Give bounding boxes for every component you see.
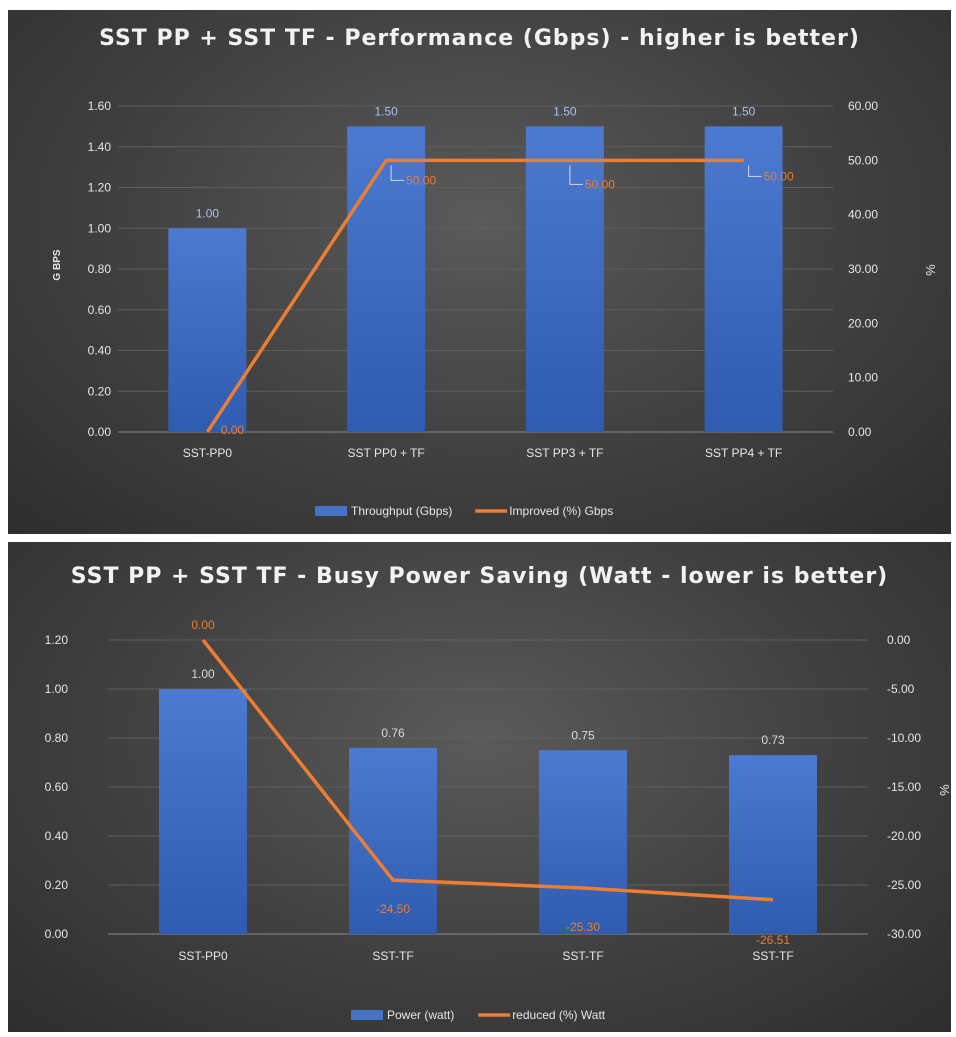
line-data-label: 0.00 bbox=[191, 618, 215, 632]
y-tick-label: 1.20 bbox=[45, 633, 69, 647]
x-tick-label: SST PP4 + TF bbox=[705, 446, 782, 460]
line-data-label: 50.00 bbox=[764, 169, 794, 183]
y2-tick-label: 10.00 bbox=[848, 371, 878, 385]
y2-tick-label: 50.00 bbox=[848, 153, 878, 167]
bar-data-label: 1.00 bbox=[196, 206, 220, 220]
legend-swatch-bar bbox=[351, 1010, 383, 1020]
legend-label: Power (watt) bbox=[387, 1008, 454, 1022]
y-tick-label: 0.00 bbox=[88, 425, 112, 439]
y2-tick-label: 40.00 bbox=[848, 208, 878, 222]
y-tick-label: 0.60 bbox=[88, 303, 112, 317]
performance-chart-svg: 0.00 0.20 0.40 0.60 0.80 1.00 1.20 1.40 1.60 0.00… bbox=[52, 99, 938, 518]
y2-tick-label: 60.00 bbox=[848, 99, 878, 113]
y-tick-label: 0.00 bbox=[45, 927, 69, 941]
chart-title: SST PP + SST TF - Performance (Gbps) - h… bbox=[99, 26, 860, 51]
y-tick-label: 1.20 bbox=[88, 181, 112, 195]
x-tick-label: SST PP3 + TF bbox=[526, 446, 603, 460]
bar bbox=[168, 228, 247, 432]
y-tick-label: 1.60 bbox=[88, 99, 112, 113]
y2-tick-label: 0.00 bbox=[848, 425, 872, 439]
bar bbox=[159, 689, 247, 934]
y-tick-label: 0.60 bbox=[45, 780, 69, 794]
y-tick-label: 0.80 bbox=[88, 262, 112, 276]
x-tick-label: SST-PP0 bbox=[183, 446, 233, 460]
bar-data-label: 1.50 bbox=[732, 104, 756, 118]
y2-axis-label: % bbox=[937, 784, 951, 796]
y2-tick-label: -15.00 bbox=[887, 780, 921, 794]
power-saving-chart-panel: SST PP + SST TF - Busy Power Saving (Wat… bbox=[8, 542, 951, 1032]
y-axis-label: G BPS bbox=[52, 249, 63, 280]
performance-chart-panel: SST PP + SST TF - Performance (Gbps) - h… bbox=[8, 10, 951, 534]
y2-tick-label: -30.00 bbox=[887, 927, 921, 941]
leader-line bbox=[748, 165, 762, 177]
x-tick-label: SST-TF bbox=[372, 949, 413, 963]
bar bbox=[729, 755, 817, 934]
power-saving-chart-svg: 0.00 0.20 0.40 0.60 0.80 1.00 1.20 -30.00 -25.00… bbox=[45, 618, 951, 1022]
line-data-label: 50.00 bbox=[585, 177, 615, 191]
y2-tick-label: 30.00 bbox=[848, 262, 878, 276]
line-data-label: -26.51 bbox=[756, 933, 790, 947]
bar-data-label: 0.75 bbox=[571, 728, 595, 742]
y-tick-label: 1.40 bbox=[88, 140, 112, 154]
y2-tick-label: -5.00 bbox=[887, 682, 915, 696]
bar-data-label: 1.50 bbox=[374, 104, 398, 118]
y-tick-label: 0.40 bbox=[88, 344, 112, 358]
y2-tick-label: -25.00 bbox=[887, 878, 921, 892]
leader-line bbox=[569, 165, 583, 185]
y-tick-label: 0.40 bbox=[45, 829, 69, 843]
bar-data-label: 1.50 bbox=[553, 104, 577, 118]
line-series bbox=[205, 158, 744, 433]
y-tick-label: 0.80 bbox=[45, 731, 69, 745]
bar-data-label: 1.00 bbox=[191, 667, 215, 681]
legend-label: Improved (%) Gbps bbox=[509, 504, 613, 518]
line-data-label: -25.30 bbox=[566, 920, 600, 934]
bar bbox=[525, 126, 604, 432]
x-tick-label: SST-TF bbox=[562, 949, 603, 963]
x-tick-label: SST PP0 + TF bbox=[347, 446, 424, 460]
y-tick-label: 0.20 bbox=[45, 878, 69, 892]
line-data-label: 50.00 bbox=[406, 173, 436, 187]
x-tick-label: SST-PP0 bbox=[178, 949, 228, 963]
leader-line bbox=[390, 165, 405, 181]
legend-label: Throughput (Gbps) bbox=[351, 504, 452, 518]
y2-axis-label: % bbox=[923, 264, 938, 276]
bar bbox=[704, 126, 783, 432]
y2-tick-label: 0.00 bbox=[887, 633, 911, 647]
line-data-label: 0.00 bbox=[221, 423, 245, 437]
y2-tick-label: 20.00 bbox=[848, 316, 878, 330]
y2-tick-label: -10.00 bbox=[887, 731, 921, 745]
y-tick-label: 1.00 bbox=[88, 221, 112, 235]
y-tick-label: 0.20 bbox=[88, 384, 112, 398]
line-data-label: -24.50 bbox=[376, 902, 410, 916]
bar-data-label: 0.73 bbox=[761, 733, 785, 747]
legend-swatch-bar bbox=[315, 506, 347, 516]
bar-data-label: 0.76 bbox=[381, 726, 405, 740]
y-tick-label: 1.00 bbox=[45, 682, 69, 696]
y2-tick-label: -20.00 bbox=[887, 829, 921, 843]
legend-label: reduced (%) Watt bbox=[512, 1008, 606, 1022]
line-series bbox=[201, 638, 774, 902]
x-tick-label: SST-TF bbox=[752, 949, 793, 963]
chart-title: SST PP + SST TF - Busy Power Saving (Wat… bbox=[70, 564, 889, 589]
bar bbox=[347, 126, 426, 432]
bar bbox=[539, 750, 627, 934]
